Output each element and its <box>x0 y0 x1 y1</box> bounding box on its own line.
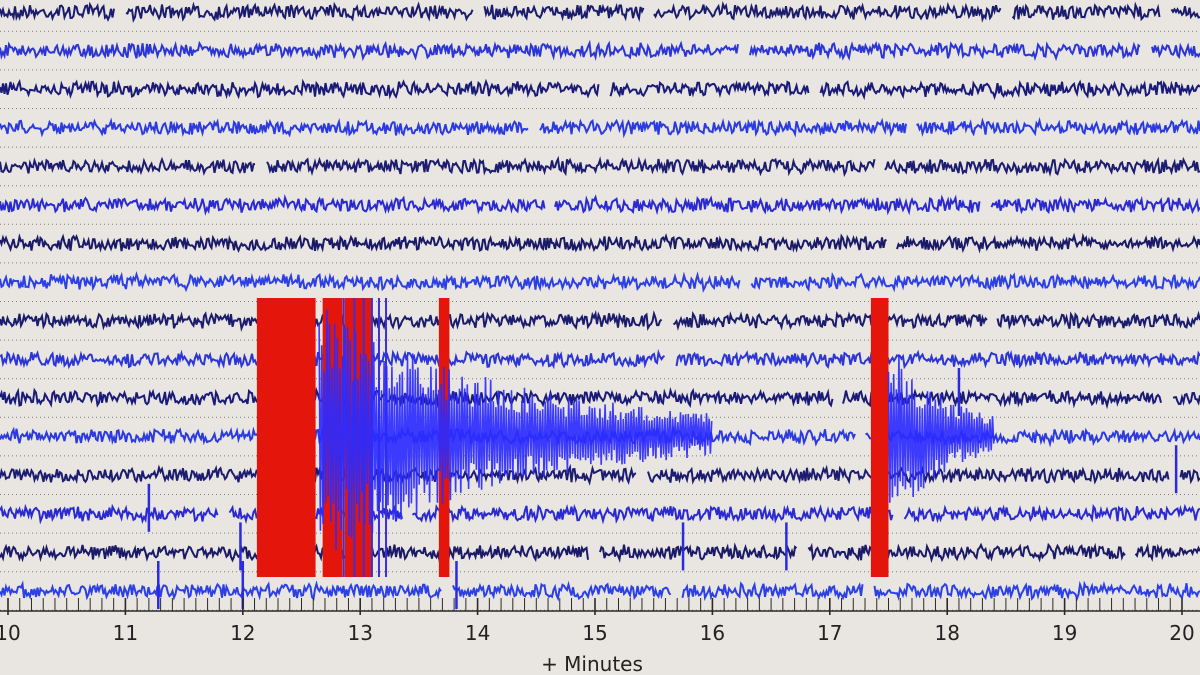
x-axis-ticks <box>7 598 1183 615</box>
x-tick-label: 15 <box>582 621 607 645</box>
seismic-trace <box>0 116 1200 139</box>
seismic-trace <box>0 193 1200 216</box>
earthquake-wave <box>318 309 713 551</box>
x-tick-label: 12 <box>230 621 255 645</box>
x-axis-tick-labels: 10 11 12 13 14 15 16 17 18 19 20 <box>0 621 1195 645</box>
x-tick-label: 11 <box>113 621 138 645</box>
x-tick-label: 17 <box>817 621 842 645</box>
seismic-trace <box>0 1 1200 24</box>
x-axis: 10 11 12 13 14 15 16 17 18 19 20 + Minutes <box>0 598 1200 675</box>
x-axis-title: + Minutes <box>541 652 643 675</box>
seismic-trace <box>0 232 1200 254</box>
seismic-trace <box>0 271 1200 293</box>
x-tick-label: 18 <box>934 621 959 645</box>
x-tick-label: 19 <box>1052 621 1077 645</box>
seismic-trace <box>0 503 1200 525</box>
earthquake-wave <box>887 354 995 503</box>
x-tick-label: 13 <box>347 621 372 645</box>
seismic-trace <box>0 78 1200 101</box>
seismic-trace <box>0 155 1200 178</box>
seismic-trace <box>0 463 1200 487</box>
dotted-gridlines <box>0 30 1200 611</box>
seismic-trace <box>0 39 1200 62</box>
x-tick-label: 16 <box>700 621 725 645</box>
saturation-bar <box>256 298 316 577</box>
x-tick-label: 10 <box>0 621 21 645</box>
seismic-trace <box>0 386 1200 410</box>
x-tick-label: 14 <box>465 621 490 645</box>
x-tick-label: 20 <box>1169 621 1194 645</box>
seismic-trace <box>0 580 1200 602</box>
saturation-bar <box>870 298 889 577</box>
earthquake-waveforms <box>318 309 995 551</box>
